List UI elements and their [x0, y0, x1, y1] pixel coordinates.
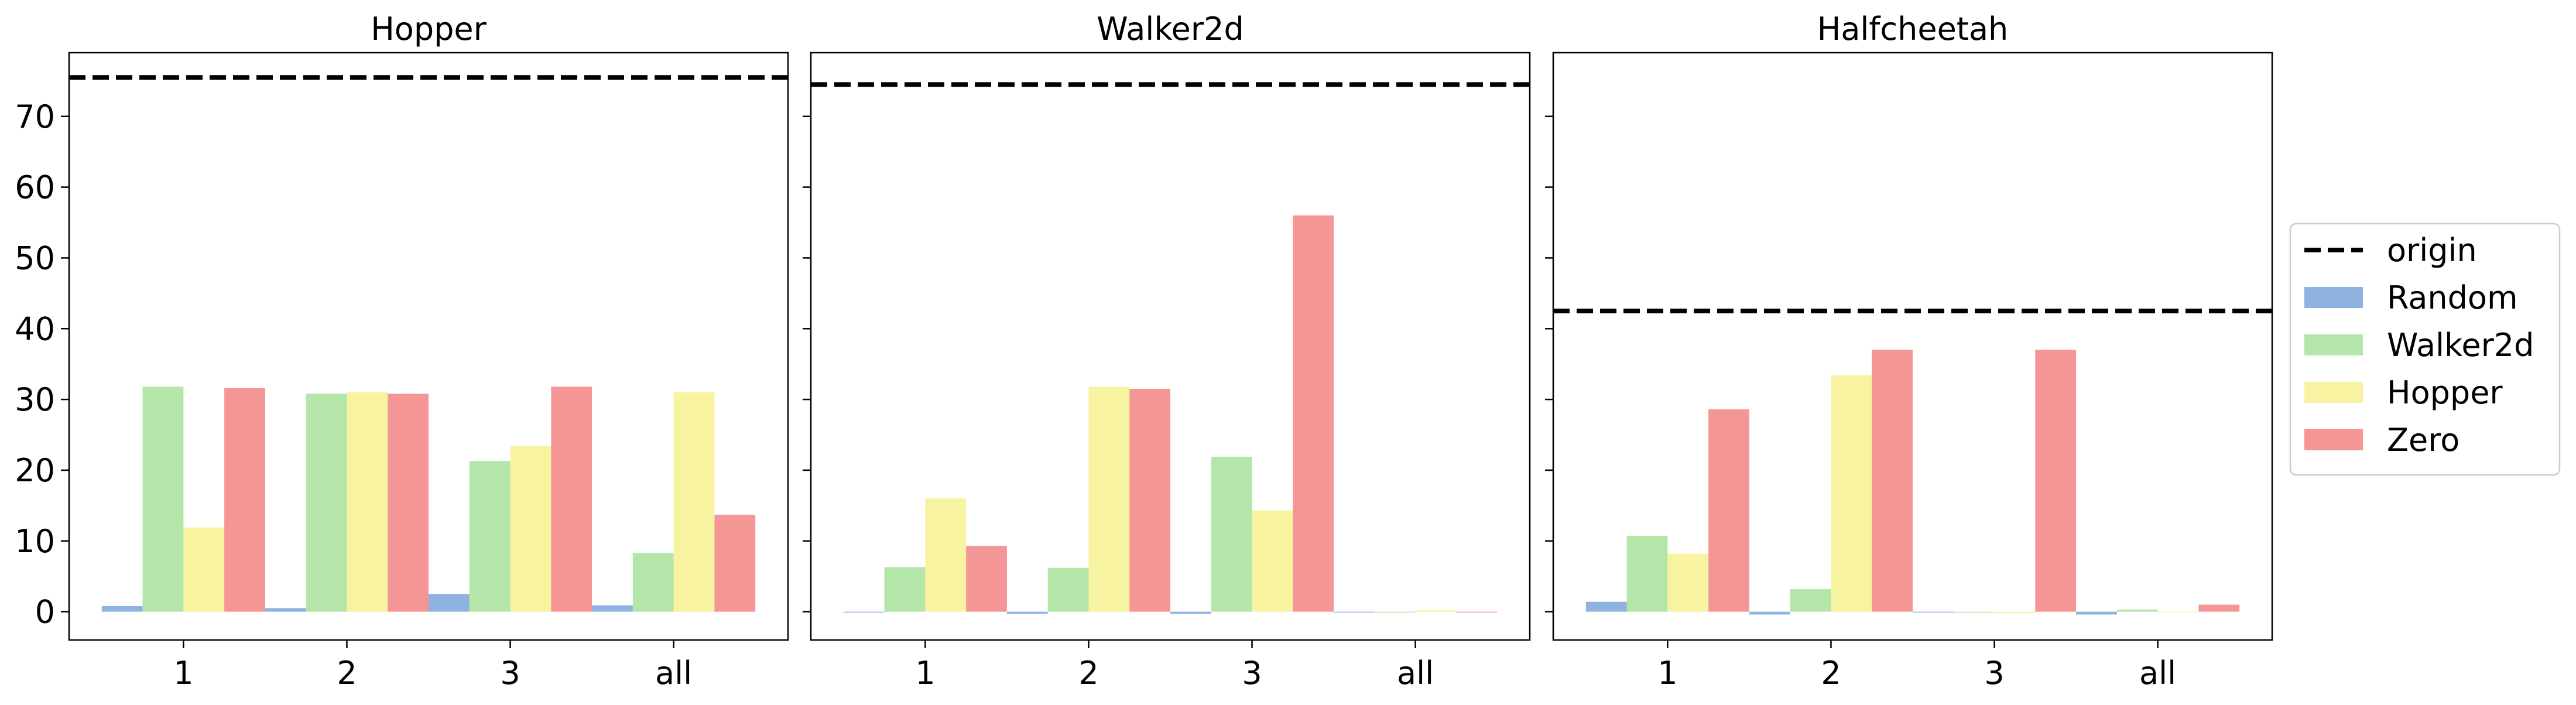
bar-hopper-2	[1088, 386, 1130, 612]
legend-swatch-random	[2304, 287, 2363, 308]
y-tick-label: 40	[15, 310, 55, 347]
x-tick-label: all	[655, 655, 692, 692]
legend-swatch-zero	[2304, 429, 2363, 450]
x-tick-label: 1	[173, 655, 193, 692]
bar-random-all	[592, 605, 633, 612]
bar-zero-3	[551, 386, 592, 612]
bar-walker2d-3	[1211, 457, 1252, 612]
bar-hopper-all	[2157, 611, 2199, 613]
x-tick-label: 2	[1821, 655, 1841, 692]
y-tick-label: 50	[15, 239, 55, 276]
bar-walker2d-2	[1047, 567, 1089, 612]
y-tick-label: 30	[15, 381, 55, 418]
bar-hopper-2	[1831, 375, 1872, 612]
bar-walker2d-3	[1953, 611, 1995, 613]
chart-panel-3: Halfcheetah 1 2 3 all	[1545, 11, 2273, 692]
plot-frame	[810, 52, 1531, 641]
panel-title: Halfcheetah	[1817, 11, 2009, 47]
bar-hopper-3	[1252, 510, 1293, 612]
x-tick-label: 3	[1242, 655, 1262, 692]
bar-random-1	[843, 611, 885, 613]
bar-walker2d-all	[632, 553, 674, 612]
plot-frame	[68, 52, 789, 641]
bar-random-all	[2076, 611, 2117, 615]
bar-random-3	[1913, 611, 1954, 613]
x-tick-label: 3	[1984, 655, 2004, 692]
bar-walker2d-2	[1790, 588, 1831, 612]
legend-swatch-walker2d	[2304, 334, 2363, 355]
bar-random-all	[1334, 611, 1375, 613]
bar-zero-3	[1293, 215, 1334, 612]
y-tick-label: 60	[15, 169, 55, 206]
plot-frame	[1552, 52, 2273, 641]
bar-random-2	[265, 608, 306, 612]
y-tick-label: 0	[35, 594, 55, 631]
legend-label-zero: Zero	[2387, 422, 2459, 458]
bar-walker2d-1	[884, 567, 926, 612]
x-tick-label: 2	[337, 655, 357, 692]
panel-title: Walker2d	[1097, 11, 1244, 47]
chart-panel-2: Walker2d 1 2 3 all	[803, 11, 1531, 692]
bar-zero-2	[1129, 389, 1170, 612]
legend-label-origin: origin	[2387, 232, 2477, 269]
legend-label-random: Random	[2387, 279, 2518, 316]
bar-hopper-all	[1415, 610, 1457, 612]
bar-hopper-1	[925, 498, 967, 612]
legend-box	[2289, 223, 2561, 476]
bar-hopper-3	[510, 446, 551, 612]
bar-zero-1	[1708, 409, 1749, 612]
x-tick-label: 1	[915, 655, 935, 692]
bar-hopper-all	[673, 392, 715, 612]
bar-zero-2	[1872, 350, 1913, 612]
y-tick-label: 70	[15, 98, 55, 135]
bar-walker2d-1	[142, 386, 184, 612]
x-tick-label: all	[2139, 655, 2176, 692]
bar-random-1	[101, 606, 143, 612]
bar-random-3	[429, 594, 470, 612]
bar-random-3	[1170, 611, 1211, 614]
bar-zero-1	[966, 546, 1007, 612]
bar-zero-all	[2198, 604, 2240, 612]
legend-swatch-hopper	[2304, 382, 2363, 403]
bar-zero-2	[388, 393, 429, 612]
bar-hopper-2	[347, 392, 388, 612]
bar-walker2d-3	[469, 461, 511, 612]
bar-hopper-1	[1667, 553, 1709, 612]
bar-random-2	[1006, 611, 1048, 614]
bar-zero-3	[2035, 350, 2077, 612]
legend-label-hopper: Hopper	[2387, 374, 2503, 411]
y-tick-label: 20	[15, 452, 55, 489]
bar-walker2d-1	[1626, 536, 1668, 612]
bar-hopper-3	[1994, 611, 2036, 614]
bar-zero-all	[1456, 611, 1498, 613]
legend: origin Random Walker2d Hopper Zero	[2289, 223, 2561, 476]
x-tick-label: 3	[500, 655, 520, 692]
x-tick-label: 1	[1657, 655, 1677, 692]
bar-zero-1	[224, 388, 265, 612]
bar-zero-all	[714, 515, 756, 612]
chart-panel-1: Hopper 1 2 3 all 0 10 20 30 40 50 60 70	[15, 11, 789, 692]
y-tick-label: 10	[15, 523, 55, 560]
x-tick-label: 2	[1078, 655, 1098, 692]
legend-label-walker2d: Walker2d	[2387, 327, 2534, 364]
bar-walker2d-all	[1374, 611, 1416, 613]
panel-title: Hopper	[371, 11, 487, 47]
bar-hopper-1	[183, 527, 225, 612]
x-tick-label: all	[1397, 655, 1434, 692]
bar-walker2d-2	[306, 393, 347, 612]
bar-walker2d-all	[2116, 610, 2158, 612]
bar-random-1	[1585, 601, 1627, 612]
bar-random-2	[1749, 611, 1790, 615]
